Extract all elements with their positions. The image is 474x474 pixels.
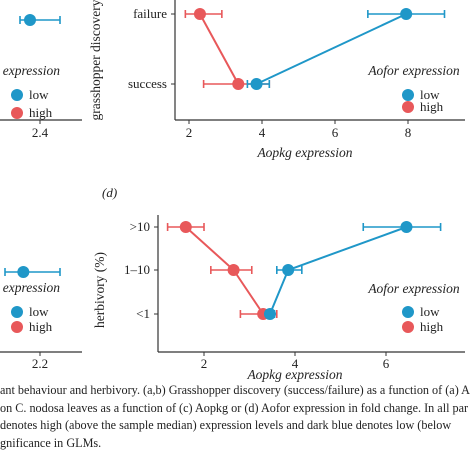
legend-label-low: low (29, 87, 49, 102)
legend-title: Aofor expression (367, 63, 460, 78)
caption-line: denotes high (above the sample median) e… (0, 418, 452, 432)
caption-line: on C. nodosa leaves as a function of (c)… (0, 400, 469, 415)
legend-swatch-low (11, 89, 23, 101)
data-point-low (400, 8, 413, 20)
legend-label-high: high (29, 319, 53, 334)
legend-title: Aofor expression (367, 281, 460, 296)
legend-swatch-high (11, 321, 23, 333)
x-tick-label: 4 (292, 356, 299, 371)
x-tick-label: 2 (186, 125, 193, 140)
x-axis-title: Aopkg expression (246, 367, 342, 382)
series-line-low (256, 13, 407, 85)
legend-label-high: high (420, 99, 444, 114)
x-tick-label: 2.4 (32, 125, 49, 140)
caption-line: ant behaviour and herbivory. (a,b) Grass… (0, 383, 470, 397)
legend-swatch-high (402, 101, 414, 113)
y-tick-label: 1–10 (124, 262, 150, 277)
y-axis-title: herbivory (%) (92, 252, 107, 328)
legend-label-low: low (420, 304, 440, 319)
legend-swatch-low (11, 306, 23, 318)
caption-line: gnificance in GLMs. (0, 435, 102, 450)
legend-swatch-low (402, 306, 414, 318)
legend-label-low: low (420, 87, 440, 102)
legend-swatch-low (402, 89, 414, 101)
x-axis-title: Aopkg expression (256, 145, 352, 160)
legend-label-high: high (29, 105, 53, 120)
data-point-low (17, 266, 30, 278)
x-axis-title: Aopkg expression (0, 280, 60, 295)
x-tick-label: 2 (201, 356, 208, 371)
series-line-high (199, 13, 240, 85)
panel-b: 2 4 6 8 success failure Aopkg expression grassh… (88, 0, 465, 160)
y-tick-label: >10 (130, 219, 150, 234)
data-point-high (179, 221, 192, 233)
data-point-low (250, 78, 263, 90)
data-point-low (400, 221, 413, 233)
legend-swatch-high (11, 107, 23, 119)
x-tick-label: 6 (332, 125, 339, 140)
data-point-high (227, 264, 240, 276)
panel-label-d: (d) (102, 185, 117, 200)
legend-swatch-high (402, 321, 414, 333)
data-point-high (193, 8, 206, 20)
y-tick-label: failure (133, 6, 167, 21)
figure-caption: ant behaviour and herbivory. (a,b) Grass… (0, 382, 474, 452)
y-tick-label: success (128, 76, 167, 91)
data-point-low (24, 14, 36, 26)
x-tick-label: 6 (383, 356, 390, 371)
panel-d: 2 4 6 <1 1–10 >10 Aopkg expression herbivory (%… (92, 215, 465, 382)
legend-label-high: high (420, 319, 444, 334)
x-tick-label: 4 (259, 125, 266, 140)
panel-a: 2.4 Aopkg expression low high (0, 14, 82, 140)
legend-label-low: low (29, 304, 49, 319)
data-point-low (282, 264, 295, 276)
x-tick-label: 2.2 (32, 356, 48, 371)
x-axis-title: Aopkg expression (0, 63, 60, 78)
data-point-low (263, 308, 276, 320)
x-tick-label: 8 (405, 125, 412, 140)
data-point-high (232, 78, 245, 90)
y-tick-label: <1 (136, 306, 150, 321)
y-axis-title: grasshopper discovery (88, 0, 103, 121)
